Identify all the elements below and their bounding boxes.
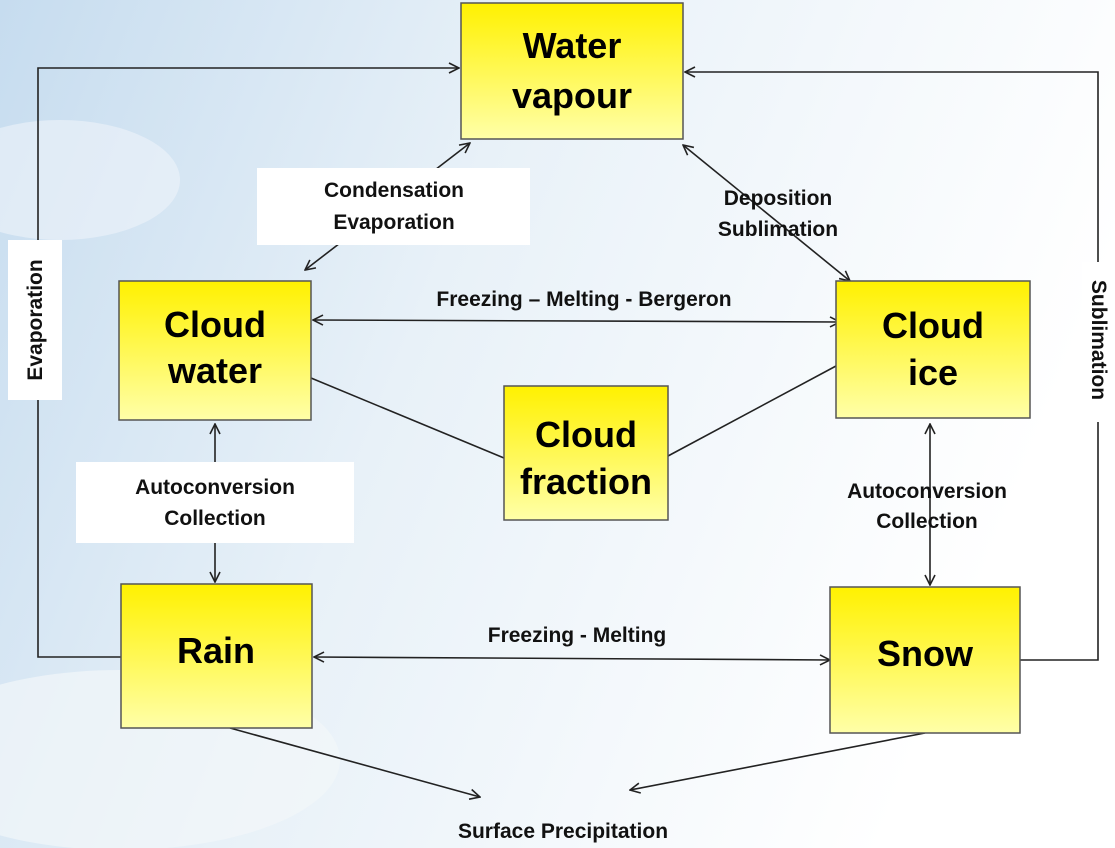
label-box [1082,262,1115,422]
edge-label: Autoconversion [847,480,1007,503]
edge-label: Surface Precipitation [458,820,668,843]
arrow [229,727,480,797]
node-label: Rain [177,630,255,671]
node-label: Cloud [164,304,266,345]
node-label: fraction [520,461,652,502]
arrow [313,320,840,322]
edge-label: Freezing – Melting - Bergeron [436,288,731,311]
node-box [829,586,1021,734]
arrow [630,732,926,790]
node-box [835,280,1031,419]
node-label: vapour [512,75,632,116]
edge-label: Collection [876,510,978,533]
edge-label: Autoconversion [135,476,295,499]
arrow [314,657,830,660]
edge-label: Evaporation [333,211,454,234]
edge-label: Freezing - Melting [488,624,667,647]
cloud-shape [0,120,180,240]
node-box [460,2,684,140]
arrow [683,145,850,281]
edge-label: Deposition [724,187,833,210]
label-box [76,462,354,543]
node-label: Cloud [882,305,984,346]
label-box [8,240,62,400]
label-box [257,168,530,245]
node-label: Cloud [535,414,637,455]
edge-label: Sublimation [1087,280,1110,400]
node-label: ice [908,352,958,393]
line [310,377,505,459]
node-box [503,385,669,521]
node-label: Water [523,25,622,66]
node-box [118,280,312,421]
node-box [120,583,313,729]
edge-label: Collection [164,507,266,530]
edge-label: Condensation [324,179,464,202]
node-label: Snow [877,633,974,674]
node-label: water [167,350,262,391]
edge-label: Sublimation [718,218,838,241]
line [667,365,837,457]
edge-label: Evaporation [24,259,47,380]
